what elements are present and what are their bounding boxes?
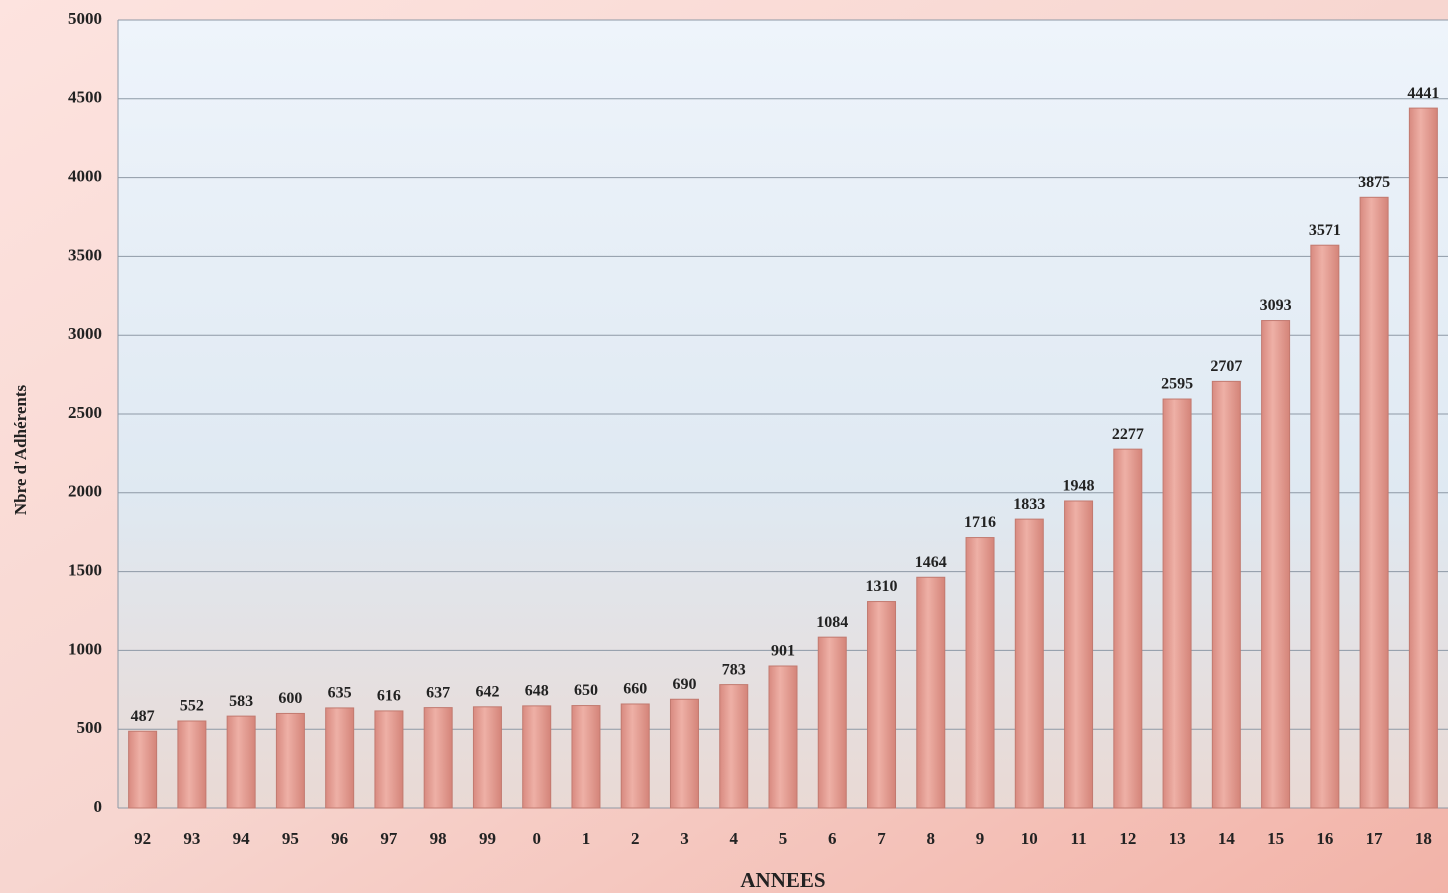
y-tick-label: 1000 xyxy=(68,639,102,658)
bar xyxy=(572,706,600,808)
x-tick-label: 0 xyxy=(532,829,541,848)
value-label: 660 xyxy=(623,681,647,698)
value-label: 3875 xyxy=(1358,174,1390,191)
bar xyxy=(1311,245,1339,808)
y-tick-label: 500 xyxy=(77,718,103,737)
value-label: 2595 xyxy=(1161,376,1193,393)
bar xyxy=(1163,399,1191,808)
x-tick-label: 94 xyxy=(233,829,251,848)
x-tick-label: 15 xyxy=(1267,829,1284,848)
bar xyxy=(1409,108,1437,808)
bar xyxy=(868,602,896,808)
bar xyxy=(769,666,797,808)
x-tick-label: 5 xyxy=(779,829,788,848)
value-label: 642 xyxy=(475,683,499,700)
y-axis-title: Nbre d'Adhérents xyxy=(11,385,30,516)
x-tick-label: 93 xyxy=(183,829,200,848)
y-tick-label: 5000 xyxy=(68,9,102,28)
value-label: 783 xyxy=(722,661,746,678)
x-tick-label: 16 xyxy=(1316,829,1333,848)
value-label: 1084 xyxy=(816,614,848,631)
bar xyxy=(1065,501,1093,808)
value-label: 3571 xyxy=(1309,222,1341,239)
x-tick-label: 4 xyxy=(729,829,738,848)
y-tick-label: 3000 xyxy=(68,324,102,343)
bar xyxy=(129,731,157,808)
bar xyxy=(720,685,748,808)
y-tick-label: 0 xyxy=(94,797,103,816)
x-tick-label: 13 xyxy=(1169,829,1186,848)
value-label: 901 xyxy=(771,643,795,660)
x-tick-label: 99 xyxy=(479,829,496,848)
x-tick-label: 2 xyxy=(631,829,640,848)
y-tick-label: 3500 xyxy=(68,245,102,264)
value-label: 1310 xyxy=(866,578,898,595)
x-tick-label: 97 xyxy=(380,829,398,848)
bar xyxy=(473,707,501,808)
bar xyxy=(276,713,304,808)
value-label: 4441 xyxy=(1407,85,1439,102)
value-label: 3093 xyxy=(1260,297,1292,314)
bar xyxy=(621,704,649,808)
bar xyxy=(227,716,255,808)
value-label: 1833 xyxy=(1013,496,1045,513)
x-tick-label: 10 xyxy=(1021,829,1038,848)
value-label: 2277 xyxy=(1112,426,1144,443)
page: {"chart_data": {"type": "bar", "x_label"… xyxy=(0,0,1448,893)
value-label: 552 xyxy=(180,698,204,715)
bar xyxy=(818,637,846,808)
value-label: 2707 xyxy=(1210,358,1242,375)
value-label: 635 xyxy=(328,685,352,702)
x-tick-label: 11 xyxy=(1071,829,1087,848)
value-label: 690 xyxy=(672,676,696,693)
x-tick-label: 12 xyxy=(1119,829,1136,848)
bar xyxy=(670,699,698,808)
bar xyxy=(1360,197,1388,808)
y-tick-label: 1500 xyxy=(68,561,102,580)
x-tick-label: 96 xyxy=(331,829,348,848)
x-tick-label: 7 xyxy=(877,829,886,848)
y-tick-label: 4000 xyxy=(68,167,102,186)
x-axis-title: ANNEES xyxy=(740,868,825,892)
y-tick-label: 4500 xyxy=(68,88,102,107)
x-tick-label: 95 xyxy=(282,829,299,848)
y-tick-label: 2500 xyxy=(68,403,102,422)
value-label: 1716 xyxy=(964,514,996,531)
value-label: 1464 xyxy=(915,554,947,571)
bar xyxy=(1114,449,1142,808)
value-label: 600 xyxy=(278,690,302,707)
x-tick-label: 17 xyxy=(1366,829,1384,848)
bar xyxy=(375,711,403,808)
bar xyxy=(917,577,945,808)
bar xyxy=(178,721,206,808)
x-tick-label: 92 xyxy=(134,829,151,848)
bar xyxy=(1262,321,1290,808)
x-tick-label: 3 xyxy=(680,829,689,848)
x-tick-label: 8 xyxy=(927,829,936,848)
value-label: 1948 xyxy=(1063,478,1095,495)
bar xyxy=(523,706,551,808)
x-tick-label: 6 xyxy=(828,829,837,848)
bar xyxy=(326,708,354,808)
x-tick-label: 98 xyxy=(430,829,447,848)
value-label: 583 xyxy=(229,693,253,710)
x-tick-label: 14 xyxy=(1218,829,1236,848)
x-tick-label: 18 xyxy=(1415,829,1432,848)
y-tick-label: 2000 xyxy=(68,482,102,501)
value-label: 637 xyxy=(426,684,450,701)
bar xyxy=(966,538,994,808)
value-label: 650 xyxy=(574,682,598,699)
bar xyxy=(1212,381,1240,808)
value-label: 616 xyxy=(377,688,401,705)
chart: ANNEES Nbre d'Adhérents 0 500 1000 1500 2000… xyxy=(0,0,1448,893)
x-tick-label: 9 xyxy=(976,829,985,848)
value-label: 648 xyxy=(525,683,549,700)
bar xyxy=(1015,519,1043,808)
x-tick-label: 1 xyxy=(582,829,591,848)
bar xyxy=(424,708,452,808)
value-label: 487 xyxy=(131,708,155,725)
